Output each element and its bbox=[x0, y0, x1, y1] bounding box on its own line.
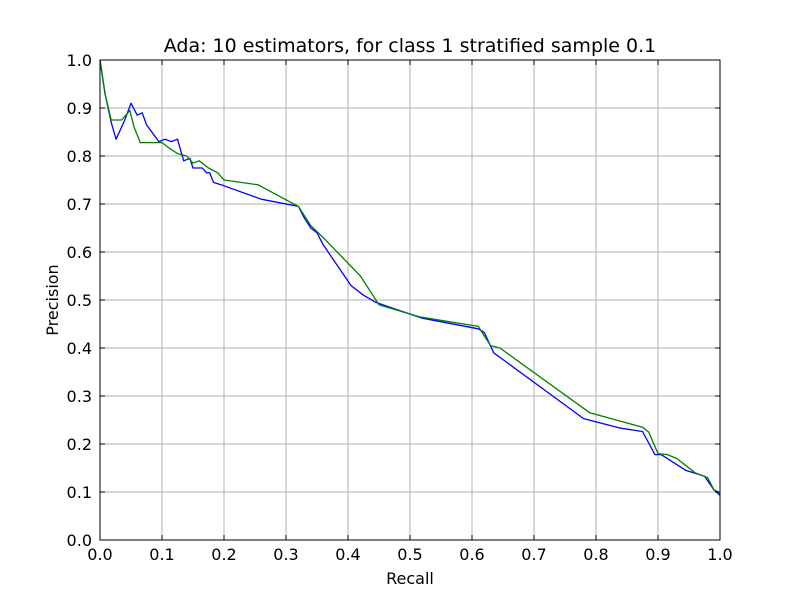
y-tick-label: 0.3 bbox=[67, 387, 92, 406]
x-tick-label: 0.7 bbox=[521, 545, 546, 564]
series-line-blue bbox=[99, 59, 721, 496]
y-tick-label: 0.5 bbox=[67, 291, 92, 310]
y-tick-label: 1.0 bbox=[67, 51, 92, 70]
series-layer bbox=[99, 59, 721, 496]
x-tick-label: 0.3 bbox=[273, 545, 298, 564]
x-tick-label: 0.8 bbox=[583, 545, 608, 564]
series-line-green bbox=[99, 59, 721, 494]
x-tick-label: 0.2 bbox=[211, 545, 236, 564]
x-tick-label: 0.9 bbox=[645, 545, 670, 564]
y-axis-label: Precision bbox=[43, 264, 62, 335]
y-tick-label: 0.7 bbox=[67, 195, 92, 214]
y-tick-label: 0.2 bbox=[67, 435, 92, 454]
x-tick-label: 0.5 bbox=[397, 545, 422, 564]
chart-title: Ada: 10 estimators, for class 1 stratifi… bbox=[164, 35, 656, 57]
y-tick-label: 0.6 bbox=[67, 243, 92, 262]
x-tick-label: 0.6 bbox=[459, 545, 484, 564]
x-tick-label: 0.0 bbox=[87, 545, 112, 564]
y-tick-label: 0.8 bbox=[67, 147, 92, 166]
tick-labels-layer: 0.0 0.1 0.2 0.3 0.4 0.5 0.6 0.7 0.8 0.9 1.0 0.0 0.1 0… bbox=[67, 51, 733, 564]
grid-layer bbox=[100, 60, 720, 540]
y-tick-label: 0.4 bbox=[67, 339, 92, 358]
y-tick-label: 0.9 bbox=[67, 99, 92, 118]
x-tick-label: 1.0 bbox=[707, 545, 732, 564]
y-tick-label: 0.1 bbox=[67, 483, 92, 502]
x-tick-label: 0.4 bbox=[335, 545, 360, 564]
y-tick-label: 0.0 bbox=[67, 531, 92, 550]
x-axis-label: Recall bbox=[386, 569, 434, 588]
ticks-layer bbox=[99, 59, 721, 541]
x-tick-label: 0.1 bbox=[149, 545, 174, 564]
